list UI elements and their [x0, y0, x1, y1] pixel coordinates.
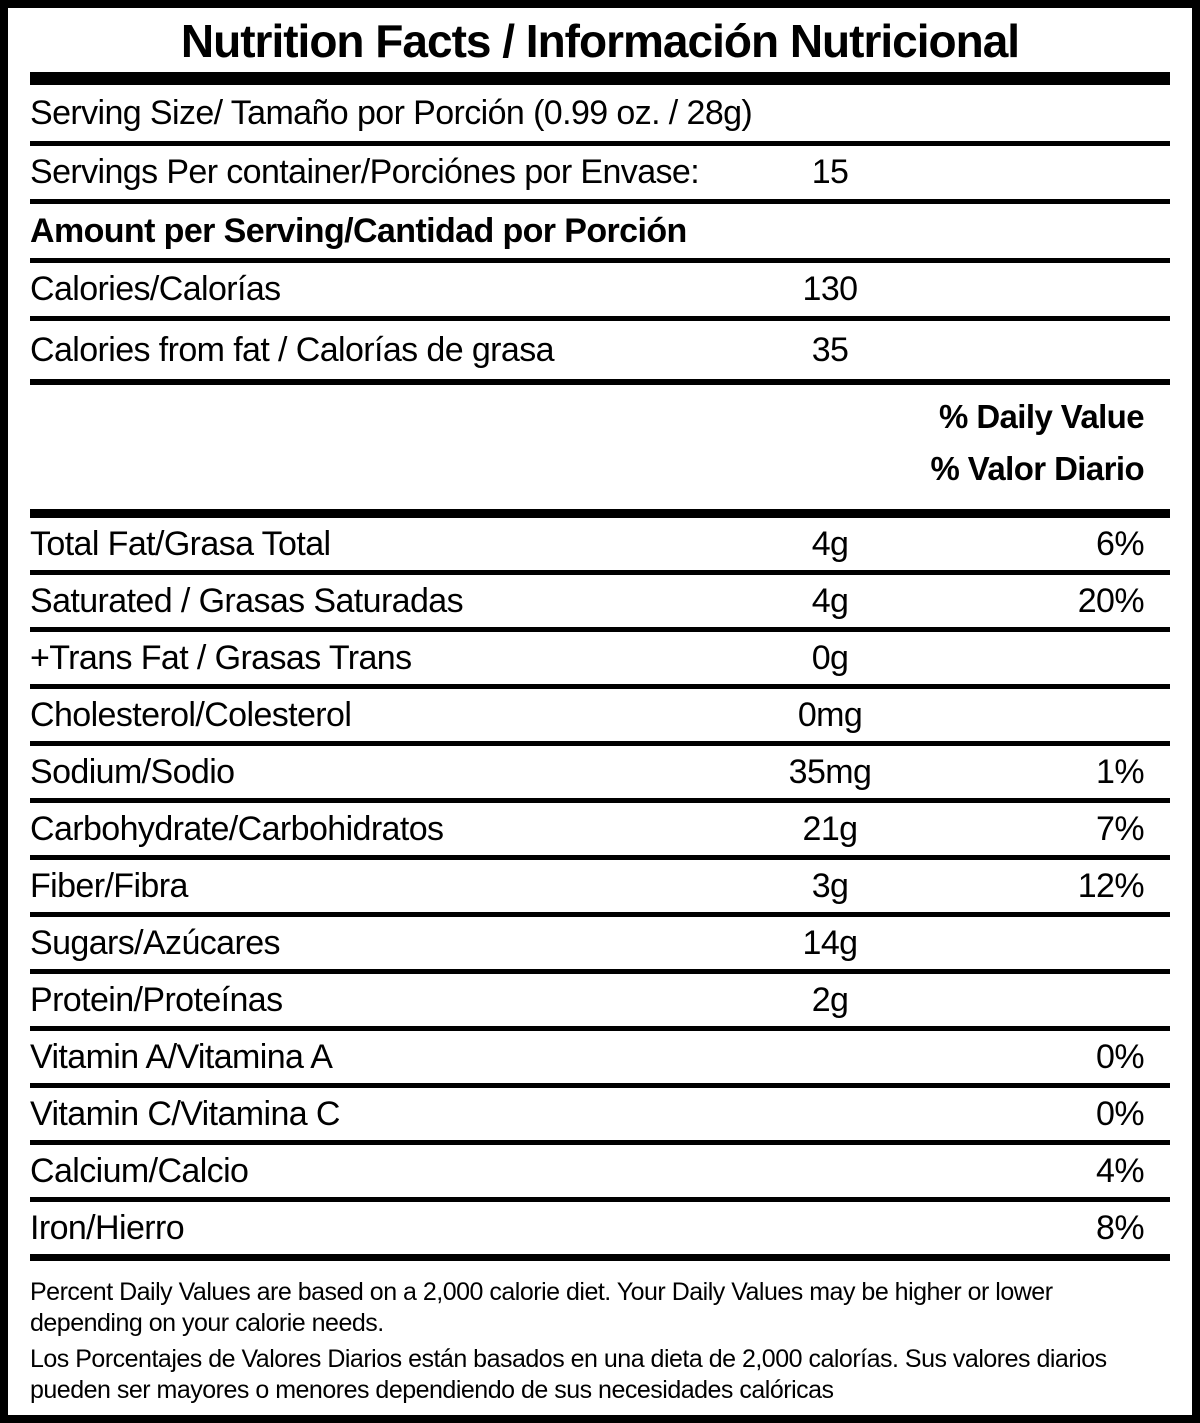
- nutrient-label: Sugars/Azúcares: [30, 923, 281, 962]
- row-saturated-fat: Saturated / Grasas Saturadas 4g 20%: [30, 575, 1170, 632]
- row-fiber: Fiber/Fibra 3g 12%: [30, 860, 1170, 917]
- nutrient-amount: 14g: [802, 923, 859, 962]
- serving-size-row: Serving Size/ Tamaño por Porción (0.99 o…: [30, 85, 1170, 146]
- nutrient-label: Carbohydrate/Carbohidratos: [30, 809, 444, 848]
- nutrient-amount: 35mg: [788, 752, 872, 791]
- row-vitamin-c: Vitamin C/Vitamina C 0%: [30, 1088, 1170, 1145]
- calories-from-fat-label: Calories from fat / Calorías de grasa: [30, 330, 555, 369]
- servings-per-container-label: Servings Per container/Porciónes por Env…: [30, 153, 700, 191]
- nutrient-amount: 4g: [811, 524, 849, 563]
- nutrient-label: Vitamin A/Vitamina A: [30, 1037, 333, 1076]
- nutrient-percent: 20%: [1077, 581, 1145, 620]
- nutrient-label: Total Fat/Grasa Total: [30, 524, 331, 563]
- nutrient-label: Fiber/Fibra: [30, 866, 188, 905]
- nutrient-label: Iron/Hierro: [30, 1208, 185, 1247]
- nutrient-amount: 21g: [802, 809, 859, 848]
- nutrient-percent: 0%: [1096, 1037, 1145, 1076]
- daily-value-header-en: % Daily Value: [939, 398, 1145, 435]
- nutrient-label: +Trans Fat / Grasas Trans: [30, 638, 412, 677]
- nutrient-percent: 6%: [1096, 524, 1145, 563]
- nutrient-label: Vitamin C/Vitamina C: [30, 1094, 340, 1133]
- calories-label: Calories/Calorías: [30, 270, 281, 308]
- row-cholesterol: Cholesterol/Colesterol 0mg: [30, 689, 1170, 746]
- row-sodium: Sodium/Sodio 35mg 1%: [30, 746, 1170, 803]
- nutrient-amount: 2g: [811, 980, 849, 1019]
- row-protein: Protein/Proteínas 2g: [30, 974, 1170, 1031]
- nutrient-percent: 7%: [1096, 809, 1145, 848]
- footnote-es: Los Porcentajes de Valores Diarios están…: [30, 1345, 1107, 1404]
- row-vitamin-a: Vitamin A/Vitamina A 0%: [30, 1031, 1170, 1088]
- daily-value-header-es: % Valor Diario: [930, 450, 1144, 487]
- nutrient-percent: 0%: [1096, 1094, 1145, 1133]
- nutrient-percent: 12%: [1077, 866, 1145, 905]
- daily-value-header: % Daily Value % Valor Diario: [30, 385, 1170, 518]
- nutrient-amount: 4g: [811, 581, 849, 620]
- title-divider-bar: [30, 72, 1170, 85]
- nutrient-percent: 1%: [1096, 752, 1145, 791]
- nutrient-label: Cholesterol/Colesterol: [30, 695, 352, 734]
- calories-row: Calories/Calorías 130: [30, 263, 1170, 321]
- nutrient-amount: 0g: [811, 638, 849, 677]
- nutrient-label: Protein/Proteínas: [30, 980, 283, 1019]
- amount-per-serving-text: Amount per Serving/Cantidad por Porción: [30, 211, 687, 250]
- row-trans-fat: +Trans Fat / Grasas Trans 0g: [30, 632, 1170, 689]
- nutrient-percent: 4%: [1096, 1151, 1145, 1190]
- calories-from-fat-value: 35: [811, 330, 849, 369]
- row-sugars: Sugars/Azúcares 14g: [30, 917, 1170, 974]
- row-calcium: Calcium/Calcio 4%: [30, 1145, 1170, 1202]
- servings-per-container-row: Servings Per container/Porciónes por Env…: [30, 146, 1170, 204]
- row-total-fat: Total Fat/Grasa Total 4g 6%: [30, 518, 1170, 575]
- serving-size-text: Serving Size/ Tamaño por Porción (0.99 o…: [30, 93, 753, 132]
- nutrient-percent: 8%: [1096, 1208, 1145, 1247]
- calories-value: 130: [802, 270, 859, 308]
- amount-per-serving-row: Amount per Serving/Cantidad por Porción: [30, 204, 1170, 263]
- footnotes: Percent Daily Values are based on a 2,00…: [30, 1261, 1170, 1406]
- row-carbohydrate: Carbohydrate/Carbohidratos 21g 7%: [30, 803, 1170, 860]
- label-title: Nutrition Facts / Información Nutriciona…: [180, 15, 1020, 67]
- nutrient-amount: 3g: [811, 866, 849, 905]
- nutrient-label: Saturated / Grasas Saturadas: [30, 581, 464, 620]
- nutrient-label: Calcium/Calcio: [30, 1151, 249, 1190]
- footnote-en: Percent Daily Values are based on a 2,00…: [30, 1278, 1053, 1337]
- calories-from-fat-row: Calories from fat / Calorías de grasa 35: [30, 321, 1170, 385]
- nutrient-label: Sodium/Sodio: [30, 752, 235, 791]
- servings-per-container-value: 15: [811, 153, 849, 191]
- row-iron: Iron/Hierro 8%: [30, 1202, 1170, 1261]
- nutrient-amount: 0mg: [797, 695, 863, 734]
